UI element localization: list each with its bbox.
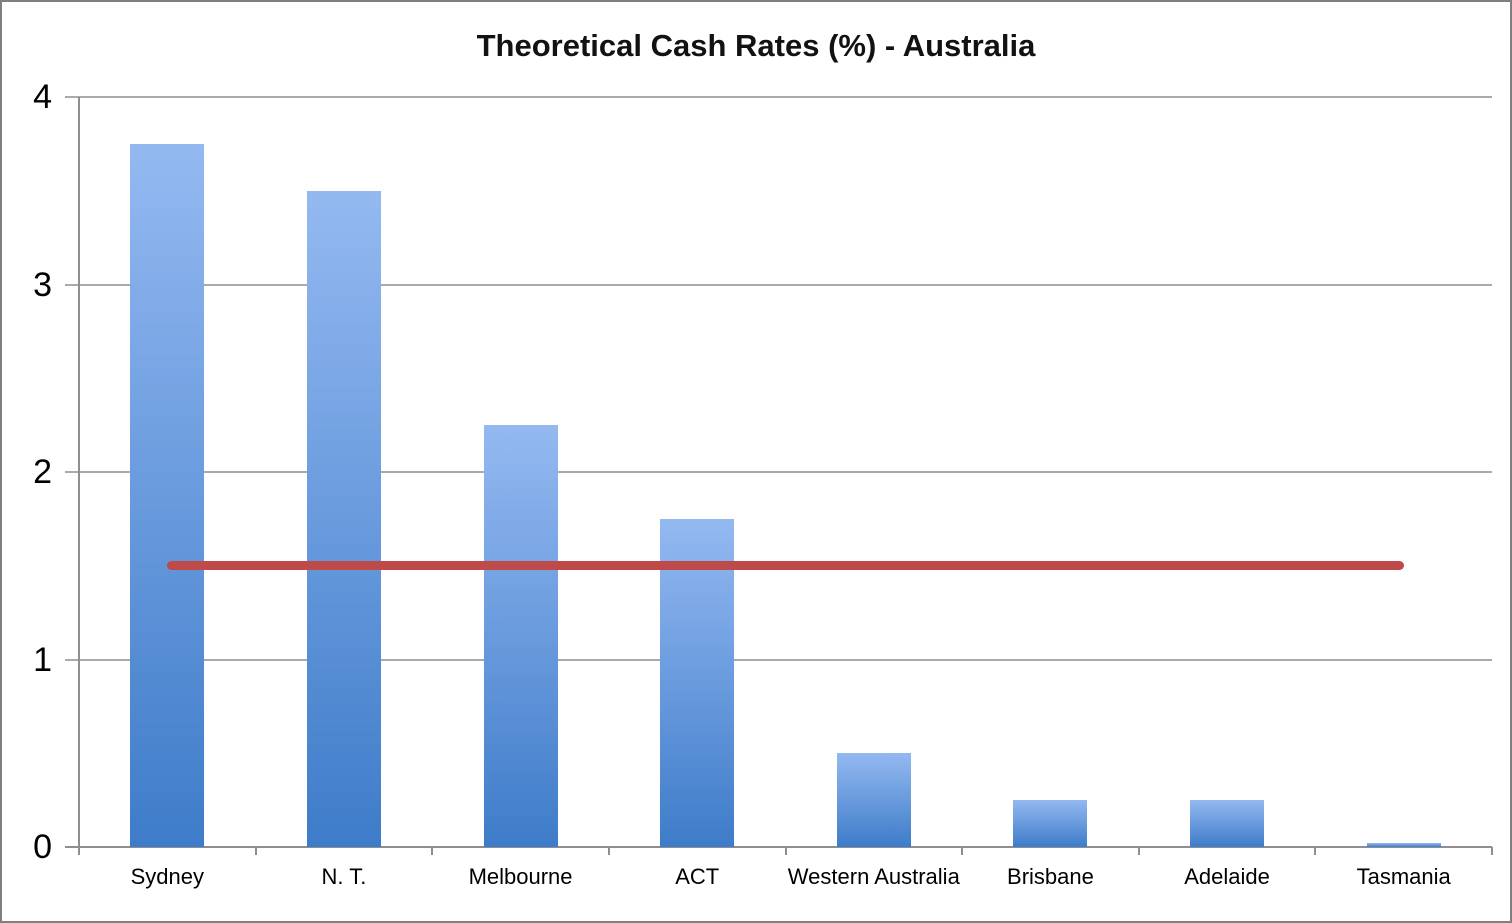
x-axis-tick-mark	[961, 847, 964, 855]
y-axis-tick-label: 0	[33, 828, 52, 866]
gridline-y-2	[65, 471, 1492, 473]
reference-line	[167, 561, 1404, 571]
bar-brisbane	[1013, 800, 1088, 847]
bar-tasmania	[1366, 843, 1441, 847]
y-axis-tick-label: 2	[33, 453, 52, 491]
category-label-sydney: Sydney	[130, 864, 204, 889]
x-axis-tick-mark	[254, 847, 257, 855]
x-axis-tick-mark	[1137, 847, 1140, 855]
x-axis-tick-mark	[784, 847, 787, 855]
x-axis-tick-mark	[1314, 847, 1317, 855]
y-axis	[78, 97, 80, 855]
y-axis-tick-label: 4	[33, 78, 52, 116]
bar-sydney	[130, 143, 205, 847]
gridline-y-3	[65, 283, 1492, 286]
category-label-brisbane: Brisbane	[1007, 864, 1094, 889]
category-label-act: ACT	[675, 864, 720, 889]
y-axis-tick-label: 1	[33, 640, 52, 679]
y-axis-tick-label: 3	[33, 265, 52, 304]
category-label-western-australia: Western Australia	[787, 864, 960, 889]
x-axis-tick-mark	[1491, 847, 1493, 855]
x-axis-tick-mark	[431, 847, 434, 855]
chart-title: Theoretical Cash Rates (%) - Australia	[476, 28, 1036, 63]
x-axis-tick-mark	[607, 847, 610, 855]
category-label-adelaide: Adelaide	[1184, 864, 1270, 889]
gridline-y-4	[65, 96, 1492, 98]
category-label-tasmania: Tasmania	[1356, 864, 1451, 889]
bar-act	[660, 518, 735, 847]
bar-adelaide	[1190, 800, 1265, 847]
bar-n-t	[306, 190, 381, 847]
gridline-y-1	[65, 658, 1492, 661]
category-label-n-t: N. T.	[321, 864, 367, 889]
x-axis	[65, 846, 1492, 848]
x-axis-tick-mark	[78, 847, 80, 855]
bar-melbourne	[483, 425, 558, 847]
category-label-melbourne: Melbourne	[468, 864, 573, 889]
bar-western-australia	[836, 753, 911, 847]
